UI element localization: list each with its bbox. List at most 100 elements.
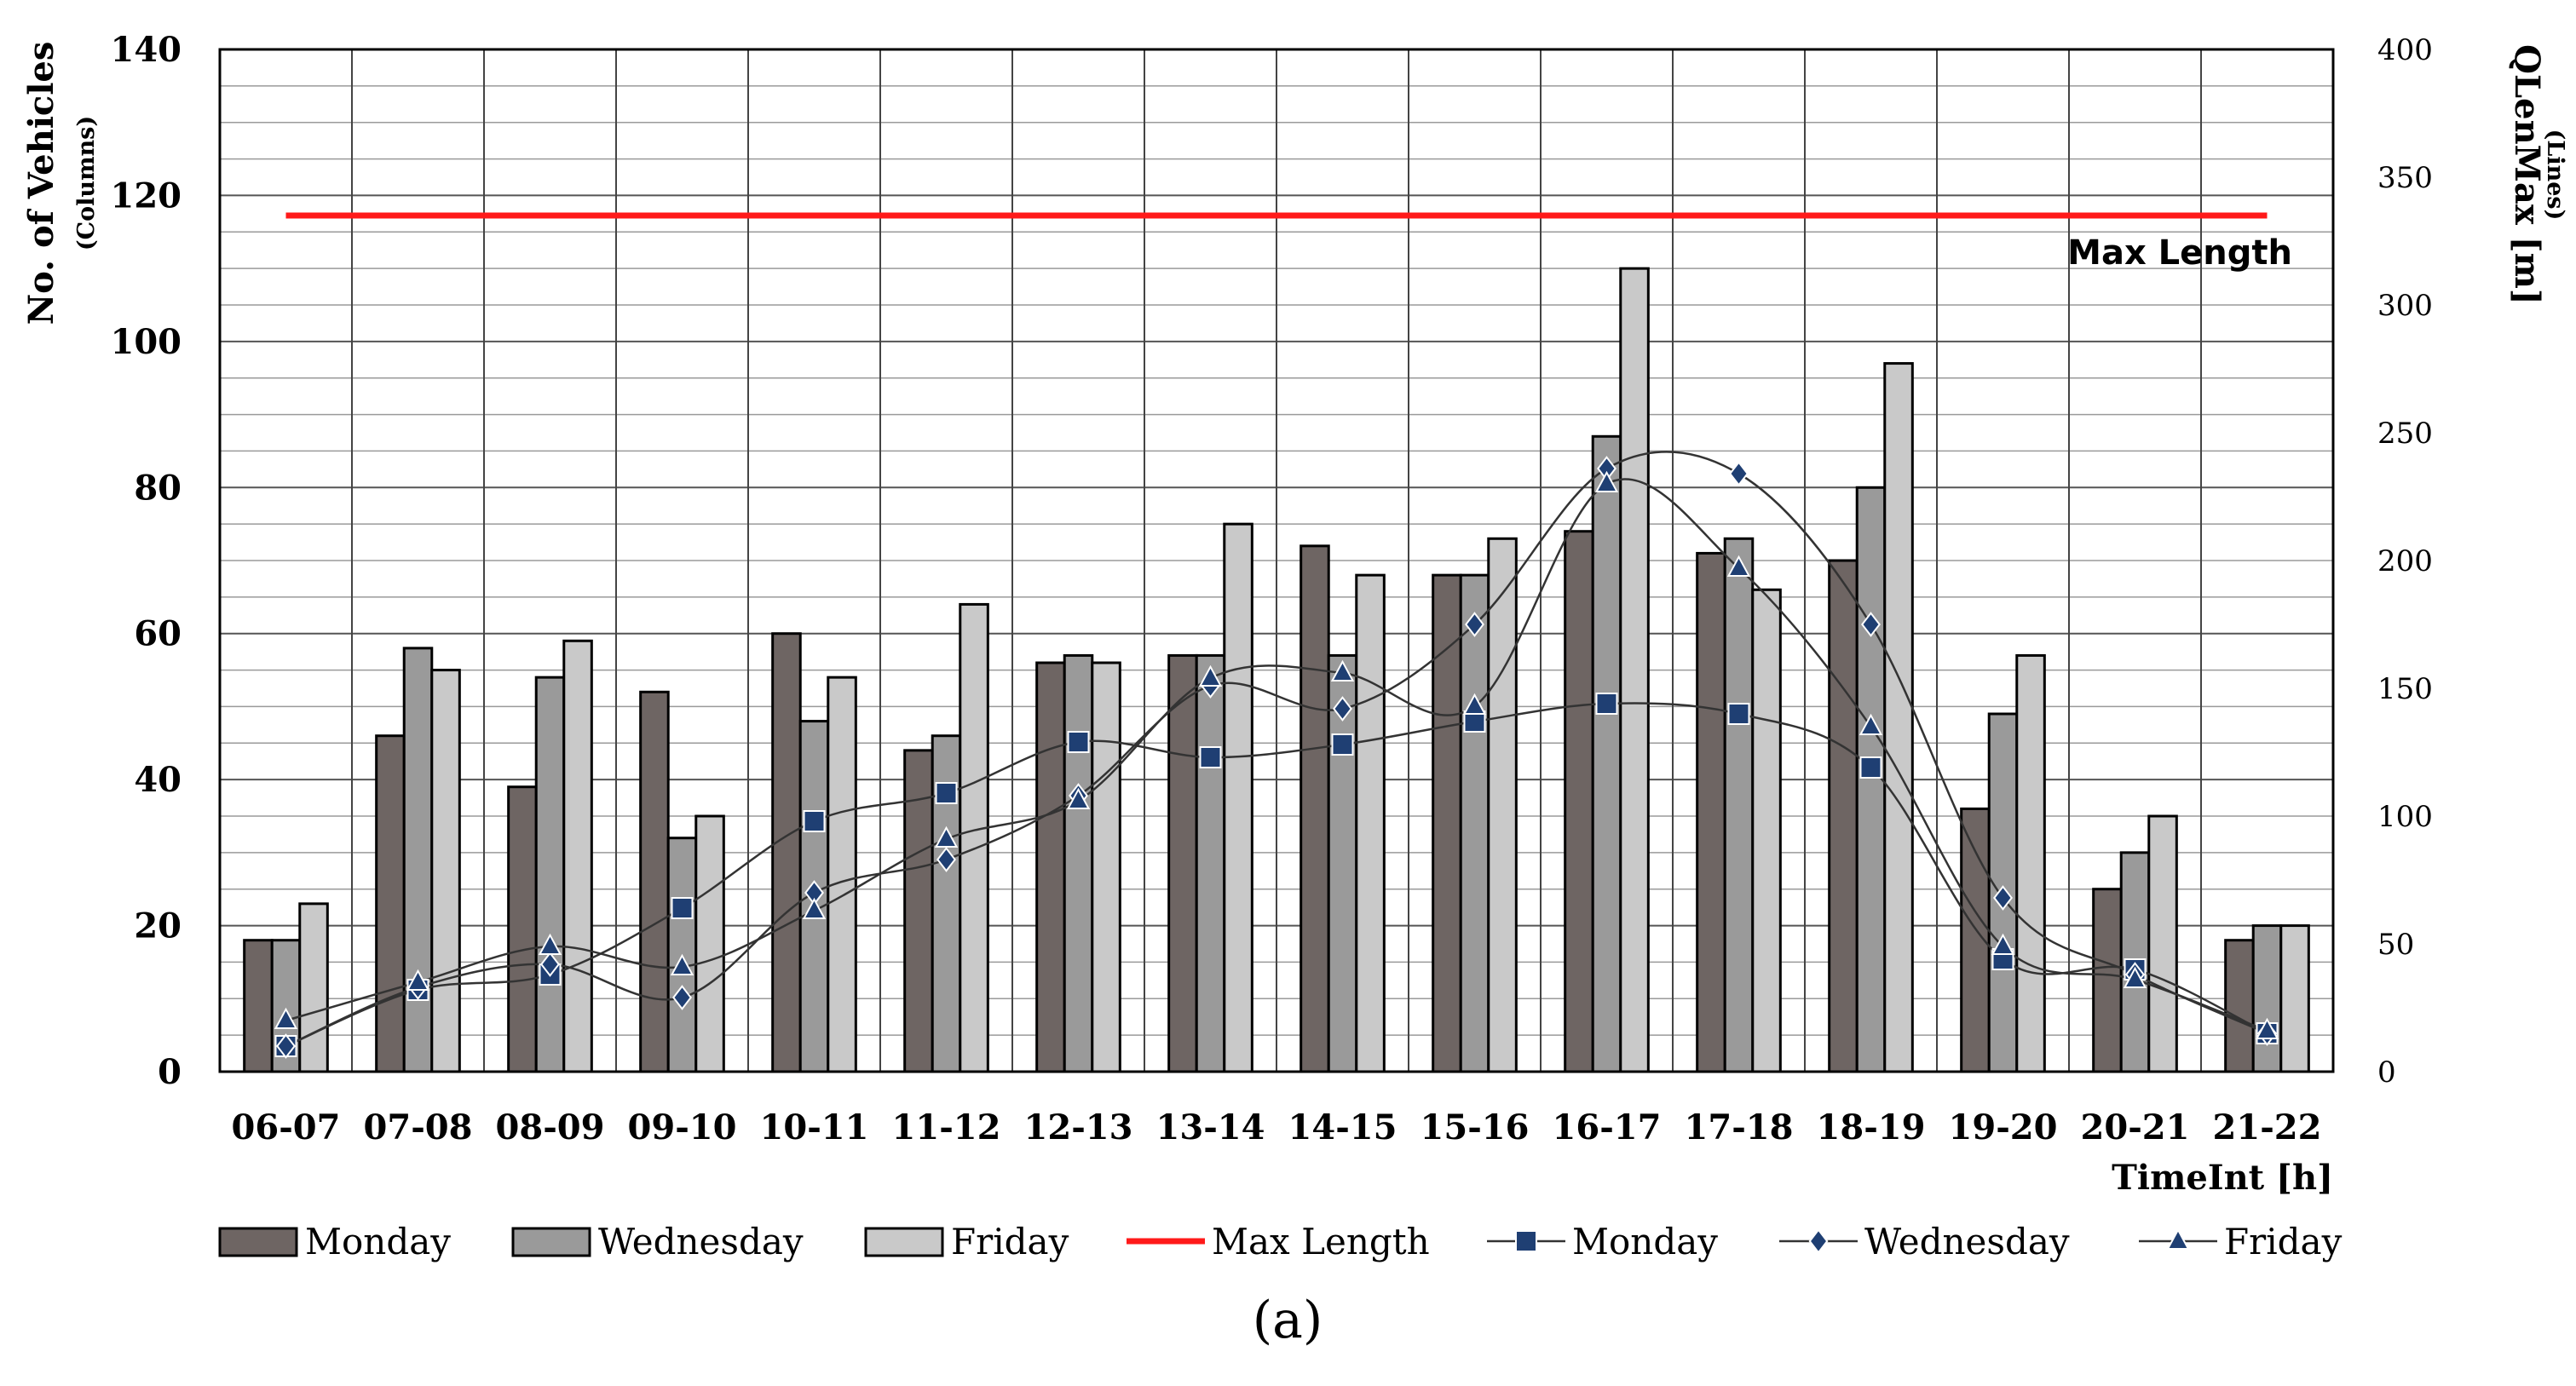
bar-friday-20-21	[2147, 814, 2178, 1073]
legend-marker	[2166, 1228, 2190, 1250]
legend-item-5: Wednesday	[1779, 1221, 2070, 1262]
bar-monday-08-09	[507, 785, 538, 1073]
legend-label: Monday	[1572, 1221, 1718, 1262]
bar-layer	[243, 267, 2310, 1073]
reference-line-label: Max Length	[2067, 233, 2292, 273]
point-friday-15-16	[1462, 693, 1487, 715]
right-tick-label: 350	[2377, 161, 2433, 195]
point-friday-14-15	[1330, 659, 1355, 681]
line-series-layer	[274, 451, 2279, 1059]
point-monday-12-13	[1067, 731, 1090, 753]
point-wednesday-11-12	[936, 847, 956, 872]
legend-item-1: Wednesday	[511, 1221, 804, 1262]
point-wednesday-09-10	[672, 985, 692, 1010]
legend-item-3: Max Length	[1127, 1221, 1430, 1262]
bar-monday-14-15	[1300, 544, 1330, 1073]
bar-monday-18-19	[1828, 559, 1859, 1073]
legend-item-2: Friday	[864, 1221, 1069, 1262]
bar-wednesday-17-18	[1723, 537, 1755, 1073]
point-friday-17-18	[1726, 555, 1751, 577]
bar-friday-09-10	[694, 814, 725, 1073]
point-friday-12-13	[1066, 787, 1091, 809]
category-label: 13-14	[1156, 1107, 1265, 1147]
bar-wednesday-15-16	[1459, 573, 1490, 1073]
right-axis-title: QLenMax [m]	[2507, 44, 2547, 305]
point-monday-18-19	[1859, 756, 1882, 779]
legend-label: Friday	[2224, 1221, 2343, 1262]
bar-friday-21-22	[2279, 924, 2310, 1073]
bar-friday-14-15	[1355, 573, 1386, 1073]
legend-item-6: Friday	[2139, 1221, 2343, 1262]
bar-friday-11-12	[959, 602, 989, 1073]
legend-marker	[1515, 1230, 1537, 1252]
right-tick-label: 0	[2377, 1055, 2396, 1090]
bar-wednesday-08-09	[534, 676, 566, 1073]
right-axis-subtitle: (Lines)	[2542, 129, 2568, 221]
bar-friday-12-13	[1091, 661, 1121, 1073]
left-tick-label: 80	[134, 468, 182, 508]
left-tick-label: 100	[111, 322, 182, 362]
legend-label: Max Length	[1212, 1221, 1430, 1262]
bar-wednesday-12-13	[1063, 653, 1094, 1073]
point-monday-10-11	[803, 810, 826, 832]
point-monday-11-12	[935, 782, 958, 804]
left-axis-subtitle: (Columns)	[73, 116, 100, 250]
axis-layer: 0 20 40 60 80 100 120 140 0 50 100 150 200 250 300 350 4…	[111, 30, 2433, 1147]
bar-friday-10-11	[827, 676, 857, 1073]
point-wednesday-18-19	[1861, 612, 1881, 637]
panel-label: (a)	[1253, 1291, 1323, 1350]
point-friday-21-22	[2255, 1017, 2279, 1039]
legend: Monday Wednesday Friday Max Length Monday Wed…	[218, 1221, 2343, 1262]
plot-frame	[218, 48, 2335, 1073]
left-tick-label: 0	[158, 1052, 182, 1092]
point-monday-16-17	[1595, 693, 1618, 715]
point-monday-09-10	[671, 897, 694, 919]
category-label: 15-16	[1421, 1107, 1530, 1147]
bar-wednesday-07-08	[402, 647, 434, 1073]
bar-monday-20-21	[2092, 888, 2123, 1073]
left-axis-title: No. of Vehicles	[21, 42, 61, 325]
point-friday-09-10	[670, 953, 694, 975]
category-label: 08-09	[496, 1107, 605, 1147]
point-wednesday-14-15	[1333, 696, 1352, 722]
bar-friday-07-08	[430, 669, 461, 1073]
legend-swatch	[864, 1227, 944, 1257]
legend-label: Wednesday	[598, 1221, 804, 1262]
category-label: 07-08	[364, 1107, 473, 1147]
point-wednesday-15-16	[1465, 612, 1484, 637]
point-wednesday-08-09	[540, 952, 560, 977]
bar-friday-16-17	[1619, 267, 1650, 1073]
bar-friday-13-14	[1223, 522, 1253, 1073]
x-axis-title: TimeInt [h]	[2112, 1158, 2333, 1198]
category-label: 19-20	[1949, 1107, 2058, 1147]
point-friday-11-12	[934, 825, 959, 848]
right-tick-label: 100	[2377, 800, 2433, 834]
point-wednesday-06-07	[276, 1033, 296, 1059]
bar-monday-21-22	[2224, 939, 2255, 1073]
bar-friday-06-07	[298, 902, 329, 1073]
right-tick-label: 400	[2377, 33, 2433, 67]
legend-label: Monday	[305, 1221, 451, 1262]
legend-label: Friday	[951, 1221, 1069, 1262]
point-friday-08-09	[538, 933, 562, 955]
point-friday-18-19	[1859, 713, 1883, 735]
category-label: 16-17	[1553, 1107, 1662, 1147]
bar-monday-16-17	[1564, 530, 1594, 1073]
point-wednesday-17-18	[1729, 461, 1749, 486]
right-tick-label: 250	[2377, 417, 2433, 451]
point-friday-16-17	[1594, 470, 1619, 492]
bar-wednesday-18-19	[1855, 486, 1887, 1073]
point-friday-19-20	[1991, 933, 2015, 955]
line-wednesday	[285, 451, 2268, 1048]
right-tick-label: 200	[2377, 544, 2433, 578]
point-monday-17-18	[1727, 703, 1750, 725]
legend-marker	[1808, 1228, 1829, 1254]
bar-monday-06-07	[243, 939, 274, 1073]
bar-friday-08-09	[562, 639, 593, 1073]
legend-item-0: Monday	[218, 1221, 451, 1262]
point-monday-13-14	[1199, 746, 1222, 768]
left-tick-label: 60	[134, 614, 182, 654]
category-label: 12-13	[1024, 1107, 1133, 1147]
left-tick-label: 120	[111, 175, 182, 216]
